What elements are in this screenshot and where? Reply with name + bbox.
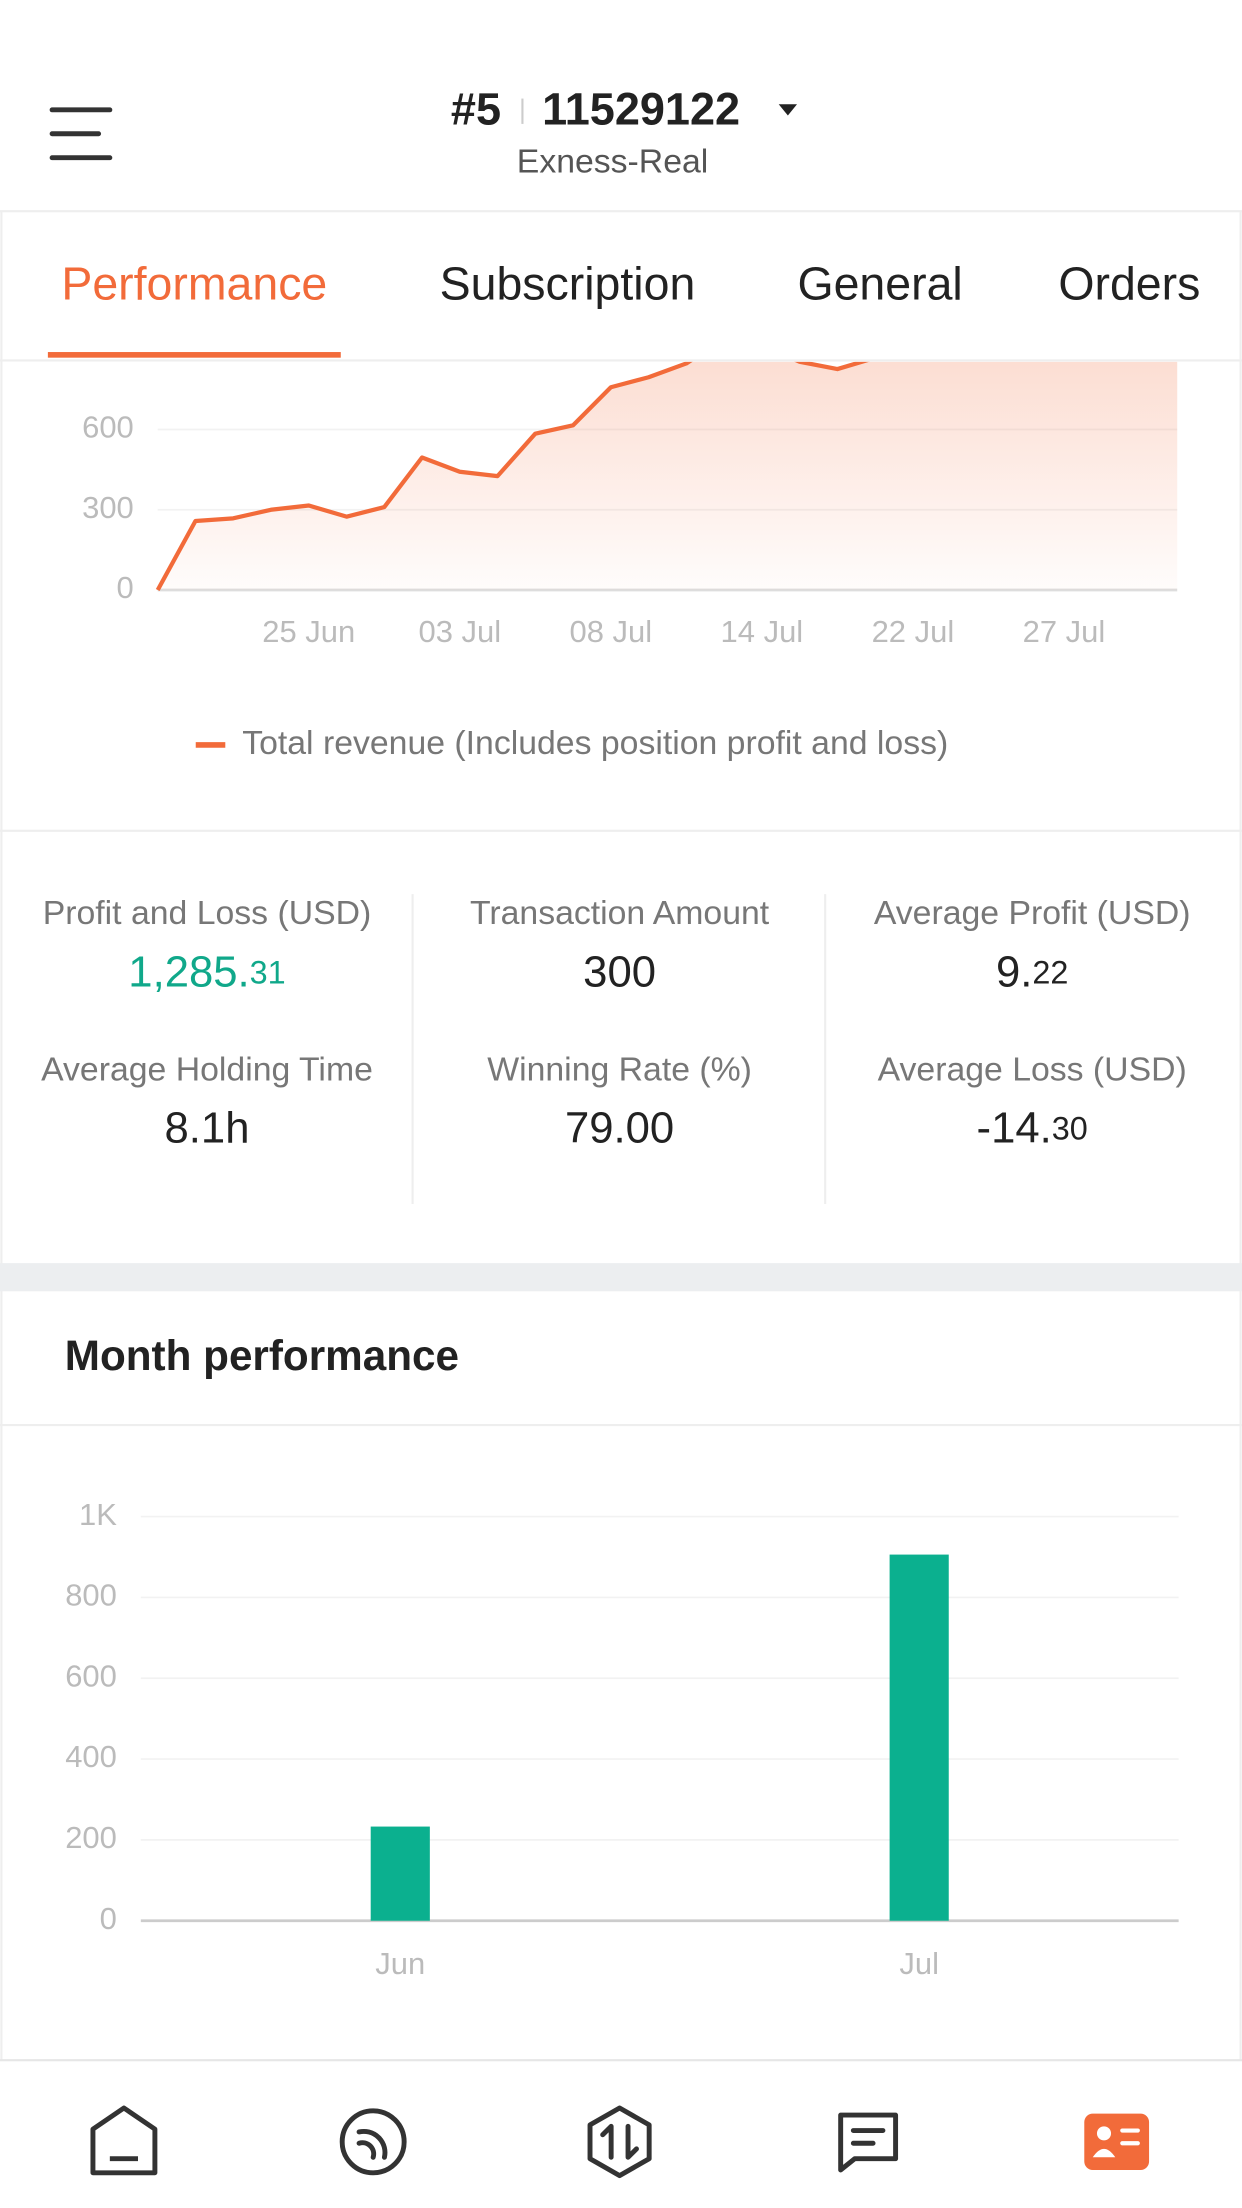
stat-value-main: 9. bbox=[996, 947, 1032, 996]
y-tick-label: 600 bbox=[65, 1658, 117, 1693]
stat-label: Average Holding Time bbox=[41, 1051, 373, 1089]
stat-value: 1,285.31 bbox=[128, 947, 285, 996]
plot-area bbox=[155, 361, 1178, 592]
x-tick-label: 14 Jul bbox=[721, 614, 804, 649]
feed-arc bbox=[356, 2140, 377, 2160]
stats: Profit and Loss (USD) 1,285.31 Transaction… bbox=[41, 894, 1190, 1152]
nav-profile[interactable] bbox=[1084, 2113, 1150, 2170]
x-tick-label: Jun bbox=[375, 1946, 425, 1981]
tab[interactable]: General bbox=[797, 258, 962, 310]
tab[interactable]: Orders bbox=[1058, 258, 1200, 310]
trade-arrows bbox=[600, 2123, 639, 2160]
stat-value: 300 bbox=[583, 947, 656, 996]
feed-icon bbox=[339, 2108, 407, 2176]
stat-value-fraction: 30 bbox=[1052, 1110, 1088, 1146]
stat-value-main: 1,285. bbox=[128, 947, 249, 996]
menu-button[interactable] bbox=[42, 99, 121, 172]
trade-icon bbox=[587, 2105, 652, 2179]
legend-label: Total revenue (Includes position profit … bbox=[242, 724, 948, 762]
y-tick-label: 0 bbox=[100, 1901, 117, 1936]
feed-arc bbox=[356, 2128, 388, 2160]
stat-value-fraction: 22 bbox=[1032, 954, 1068, 990]
tab[interactable]: Subscription bbox=[440, 258, 696, 310]
message-icon bbox=[838, 2112, 899, 2173]
x-tick-label: Jul bbox=[899, 1946, 939, 1981]
y-tick-label: 200 bbox=[65, 1820, 117, 1855]
stat-label: Average Loss (USD) bbox=[878, 1051, 1187, 1089]
stat-label: Transaction Amount bbox=[470, 894, 770, 932]
account-server: Exness-Real bbox=[517, 142, 709, 180]
stat-value: -14.30 bbox=[977, 1103, 1088, 1152]
nav-messages[interactable] bbox=[838, 2112, 899, 2173]
account-selector[interactable]: #5 11529122 bbox=[451, 84, 798, 135]
line bbox=[155, 361, 869, 592]
bar bbox=[370, 1826, 430, 1921]
bar bbox=[889, 1554, 949, 1921]
message-lines bbox=[850, 2128, 886, 2146]
tabs: Performance Subscription General Orders bbox=[47, 258, 1200, 358]
nav-home[interactable] bbox=[90, 2105, 158, 2176]
nav-feed[interactable] bbox=[339, 2108, 407, 2176]
tab-indicator bbox=[47, 352, 341, 358]
y-tick-label: 300 bbox=[82, 490, 134, 525]
area bbox=[157, 361, 1178, 591]
revenue-chart: 0 300 600 25 Jun 03 Jul 08 Jul 14 Jul 22 Jul 27 … bbox=[82, 361, 1178, 762]
x-tick-label: 03 Jul bbox=[418, 614, 501, 649]
stat-value: 9.22 bbox=[996, 947, 1068, 996]
profile-lines bbox=[1120, 2128, 1140, 2146]
x-tick-label: 22 Jul bbox=[872, 614, 955, 649]
account-rank: #5 bbox=[451, 84, 501, 135]
stat-value-main: -14. bbox=[977, 1103, 1052, 1152]
profile-head bbox=[1096, 2126, 1112, 2141]
x-tick-label: 27 Jul bbox=[1023, 614, 1106, 649]
tab[interactable]: Performance bbox=[61, 258, 327, 310]
stat-value: 8.1h bbox=[165, 1103, 250, 1152]
stat-label: Winning Rate (%) bbox=[487, 1051, 752, 1089]
y-tick-label: 600 bbox=[82, 410, 134, 445]
y-tick-label: 400 bbox=[65, 1739, 117, 1774]
stat-value-fraction: 31 bbox=[250, 954, 286, 990]
profile-body bbox=[1092, 2148, 1116, 2158]
x-tick-label: 08 Jul bbox=[570, 614, 653, 649]
x-tick-label: 25 Jun bbox=[262, 614, 355, 649]
stat-value-main: 8.1h bbox=[165, 1103, 250, 1152]
dropdown-arrow bbox=[778, 104, 798, 116]
stat-value-main: 300 bbox=[583, 947, 656, 996]
stat-value-main: 79.00 bbox=[565, 1103, 674, 1152]
y-tick-label: 800 bbox=[65, 1578, 117, 1613]
nav-trade[interactable] bbox=[587, 2105, 652, 2179]
y-tick-label: 0 bbox=[117, 570, 134, 605]
stat-value: 79.00 bbox=[565, 1103, 674, 1152]
home-icon bbox=[90, 2105, 158, 2176]
stat-label: Average Profit (USD) bbox=[874, 894, 1191, 932]
account-number: 11529122 bbox=[542, 84, 740, 135]
stat-label: Profit and Loss (USD) bbox=[43, 894, 372, 932]
month-chart: 0 200 400 600 800 1K Jun Jul bbox=[65, 1497, 1179, 1981]
section-gap bbox=[0, 1263, 1242, 1292]
section-title: Month performance bbox=[65, 1332, 459, 1379]
y-tick-label: 1K bbox=[79, 1497, 117, 1532]
